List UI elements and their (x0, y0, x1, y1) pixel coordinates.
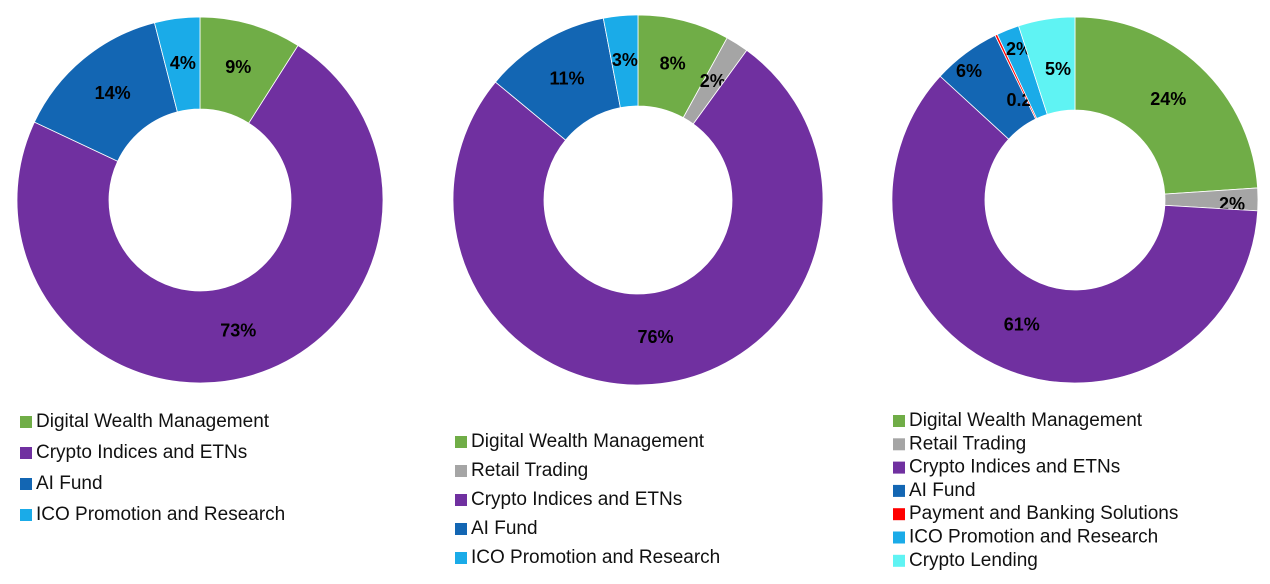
legend-label: AI Fund (471, 518, 538, 539)
legend-label: ICO Promotion and Research (909, 527, 1158, 548)
legend-swatch (20, 478, 32, 490)
legend-label: Crypto Lending (909, 550, 1038, 571)
legend-label: Payment and Banking Solutions (909, 503, 1178, 524)
data-label: 61% (1004, 314, 1040, 334)
legend-label: Digital Wealth Management (36, 411, 270, 432)
donut-slice (452, 49, 824, 386)
legend-swatch (455, 436, 467, 448)
data-label: 2% (700, 71, 726, 91)
data-label: 5% (1045, 59, 1071, 79)
data-label: 6% (956, 61, 982, 81)
data-label: 9% (225, 57, 251, 77)
donut-slice (1018, 16, 1076, 115)
legend-label: Digital Wealth Management (909, 410, 1143, 431)
data-label: 8% (660, 54, 686, 74)
data-label: 24% (1150, 89, 1186, 109)
legend-label: Crypto Indices and ETNs (471, 489, 682, 510)
legend-swatch (455, 523, 467, 535)
legend-label: Crypto Indices and ETNs (36, 442, 247, 463)
legend-label: Crypto Indices and ETNs (909, 457, 1120, 478)
legend-swatch (20, 509, 32, 521)
legend-label: ICO Promotion and Research (471, 547, 720, 568)
donut-slice (16, 44, 384, 384)
data-label: 11% (549, 69, 584, 89)
legend-swatch (20, 416, 32, 428)
legend-swatch (455, 552, 467, 564)
legend-label: ICO Promotion and Research (36, 504, 285, 525)
legend-swatch (455, 494, 467, 506)
donut-slice (891, 75, 1259, 384)
donut-slice (1074, 16, 1259, 195)
data-label: 4% (170, 53, 196, 73)
data-label: 14% (95, 83, 131, 103)
legend-swatch (20, 447, 32, 459)
legend-swatch (893, 438, 905, 451)
legend-swatch (893, 531, 905, 544)
legend-label: Digital Wealth Management (471, 431, 705, 452)
legend-swatch (893, 484, 905, 497)
data-label: 73% (220, 320, 256, 340)
data-label: 76% (637, 327, 673, 347)
legend-label: Retail Trading (471, 460, 588, 481)
legend-swatch (893, 508, 905, 521)
data-label: 3% (612, 50, 638, 70)
legend-label: AI Fund (36, 473, 103, 494)
legend-swatch (893, 461, 905, 474)
legend-swatch (893, 415, 905, 427)
legend-swatch (893, 554, 905, 567)
legend-swatch (455, 465, 467, 477)
donut-slice (154, 16, 201, 113)
donut-slice (602, 14, 639, 109)
legend-label: Retail Trading (909, 433, 1026, 454)
legend-label: AI Fund (909, 480, 976, 501)
